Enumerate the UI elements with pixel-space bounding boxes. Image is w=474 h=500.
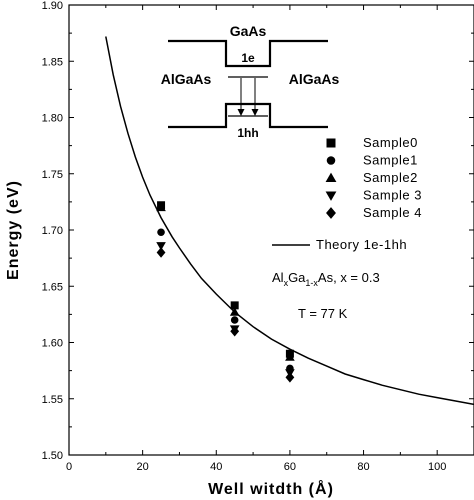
y-tick-label: 1.55 [42,394,63,406]
inset-right-barrier-label: AlGaAs [289,71,340,87]
inset-hole-level-label: 1hh [237,126,258,140]
data-point-sample3 [156,242,166,251]
band-diagram-inset: GaAs AlGaAs AlGaAs 1e 1hh [161,23,340,140]
legend-label-sample4: Sample 4 [363,205,422,220]
y-tick-label: 1.75 [42,169,63,181]
legend: Sample0 Sample1 Sample2 Sample 3 Sample 4 The… [272,135,422,252]
valence-band-line [168,102,328,129]
legend-label-sample1: Sample1 [363,153,418,168]
x-tick-label: 100 [428,461,446,473]
data-point-sample4 [285,372,295,383]
y-axis-title: Energy (eV) [5,180,22,280]
legend-marker-sample4 [326,207,336,219]
alloy-composition-label: AlxGa1-xAs, x = 0.3 [272,270,380,288]
legend-label-theory: Theory 1e-1hh [316,237,407,252]
x-axis-title: Well witdth (Å) [208,479,334,498]
data-point-sample4 [156,247,166,258]
y-tick-label: 1.90 [42,0,63,12]
legend-label-sample2: Sample2 [363,170,418,185]
data-point-sample4 [230,326,240,337]
legend-marker-sample0 [326,138,336,148]
legend-marker-sample1 [326,156,336,165]
data-points-layer [156,201,295,383]
legend-marker-sample3 [325,191,337,201]
transition-arrowhead-right [251,109,259,116]
axes: 0 20 40 60 80 100 1.50 1.55 1.60 1.65 1.70 1.75 1.80… [42,0,474,473]
legend-marker-sample2 [325,172,337,183]
legend-label-sample3: Sample 3 [363,188,422,203]
y-tick-label: 1.50 [42,450,63,462]
data-point-sample2 [156,202,166,212]
conduction-band-line [168,39,328,68]
inset-electron-level-label: 1e [241,51,255,65]
data-point-sample1 [157,228,165,237]
y-tick-label: 1.80 [42,113,63,125]
data-point-sample1 [230,316,239,324]
x-tick-label: 80 [357,461,369,473]
data-point-sample2 [285,352,295,361]
x-tick-label: 20 [137,461,149,473]
inset-well-label: GaAs [230,23,267,39]
transition-arrowhead-left [237,109,245,116]
y-tick-label: 1.60 [42,338,63,350]
legend-label-sample0: Sample0 [363,135,418,150]
y-tick-label: 1.70 [42,225,63,237]
x-tick-label: 60 [284,461,296,473]
y-tick-label: 1.85 [42,56,63,68]
inset-left-barrier-label: AlGaAs [161,71,212,87]
y-tick-label: 1.65 [42,281,63,293]
x-tick-label: 0 [66,461,72,473]
data-point-sample2 [229,307,240,316]
temperature-label: T = 77 K [298,306,348,321]
x-tick-label: 40 [210,461,222,473]
data-point-sample0 [230,301,239,310]
